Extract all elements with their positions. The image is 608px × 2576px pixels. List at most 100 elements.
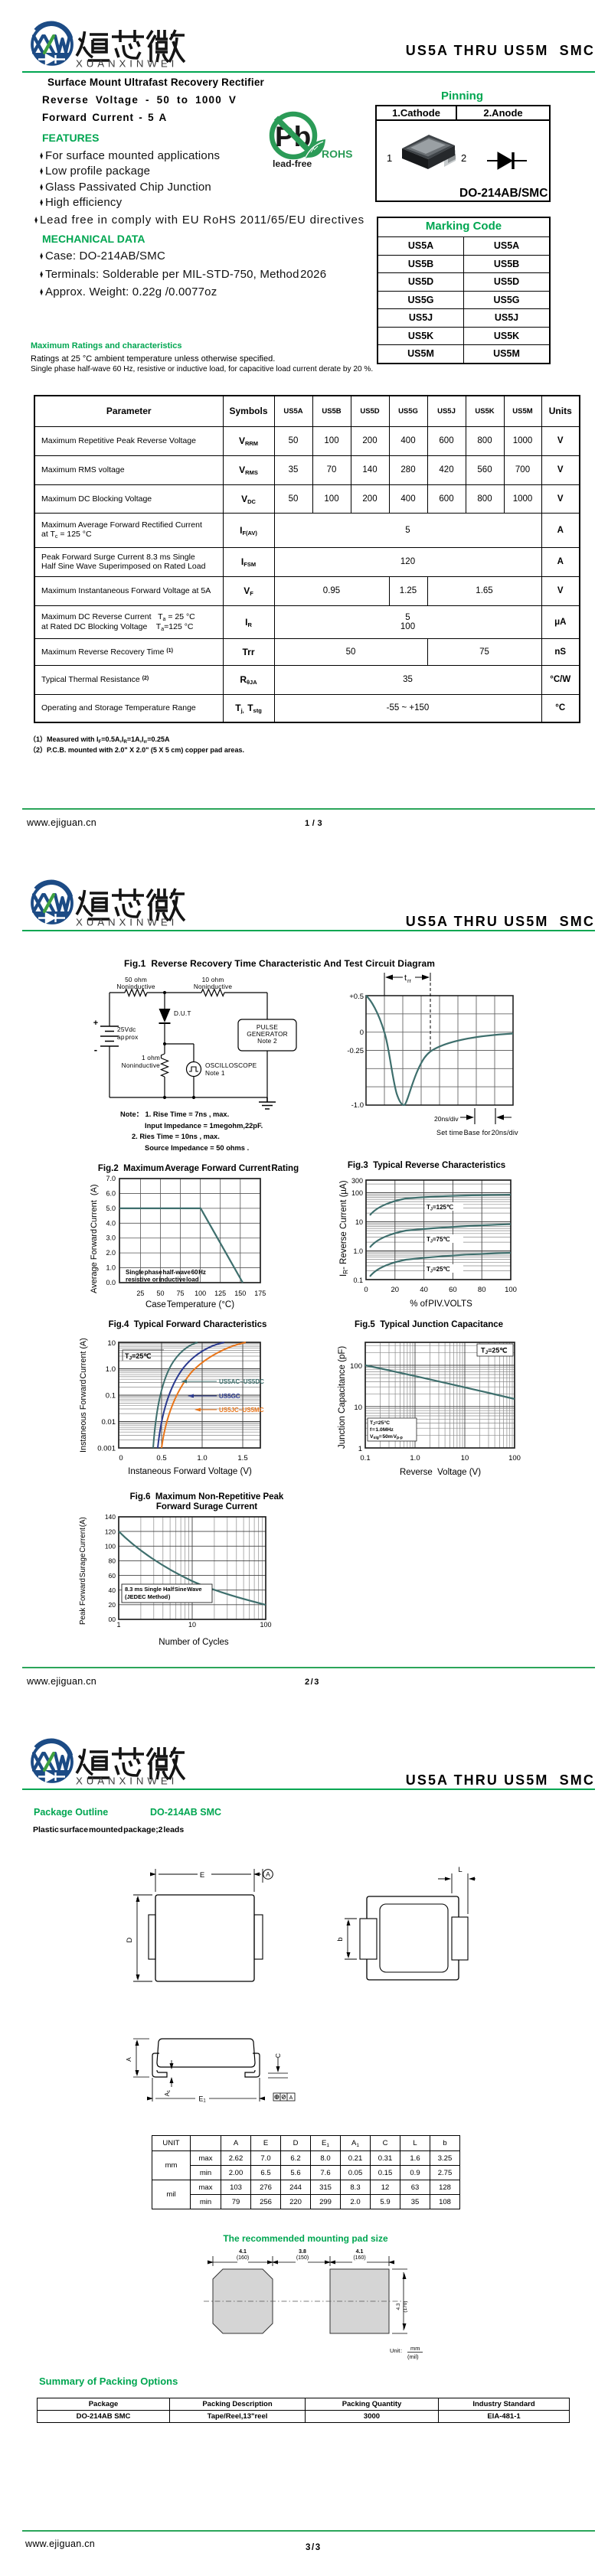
- svg-text:40: 40: [109, 1586, 116, 1594]
- svg-text:Reverse Voltage (V): Reverse Voltage (V): [400, 1468, 481, 1477]
- svg-text:1: 1: [387, 152, 392, 164]
- svg-text:Instaneous Forward Current (A): Instaneous Forward Current (A): [79, 1338, 88, 1453]
- svg-text:C: C: [274, 2053, 282, 2058]
- svg-text:0: 0: [119, 1454, 123, 1462]
- svg-text:ap prox: ap prox: [117, 1033, 139, 1041]
- svg-text:-: -: [94, 1044, 98, 1055]
- svg-text:f = 1.0MHz: f = 1.0MHz: [370, 1427, 394, 1433]
- svg-text:0.1: 0.1: [353, 1277, 363, 1284]
- svg-text:80: 80: [109, 1557, 116, 1565]
- svg-text:Unit :: Unit :: [390, 2347, 402, 2354]
- svg-text:120: 120: [105, 1528, 116, 1535]
- svg-text:-1.0: -1.0: [351, 1101, 364, 1110]
- svg-text:100: 100: [350, 1362, 362, 1371]
- svg-text:(150): (150): [296, 2255, 309, 2261]
- svg-text:L: L: [458, 1866, 462, 1874]
- svg-text:10: 10: [107, 1339, 116, 1348]
- svg-text:rr: rr: [407, 977, 411, 984]
- svg-text:Note 2: Note 2: [257, 1037, 277, 1045]
- svg-text:E1: E1: [198, 2095, 206, 2104]
- svg-text:2: 2: [461, 152, 466, 164]
- svg-text:100: 100: [194, 1290, 206, 1297]
- svg-text:TJ=25℃: TJ=25℃: [125, 1352, 152, 1361]
- svg-text:Noninductive: Noninductive: [116, 983, 155, 990]
- svg-text:2.0: 2.0: [106, 1249, 116, 1257]
- svg-text:60: 60: [109, 1572, 116, 1580]
- svg-text:Junction Capacitance (pF): Junction Capacitance (pF): [338, 1346, 347, 1449]
- svg-text:A: A: [125, 2057, 132, 2062]
- svg-text:US5AC~US5DC: US5AC~US5DC: [219, 1378, 264, 1385]
- svg-text:(170): (170): [403, 2300, 408, 2312]
- svg-text:0.01: 0.01: [102, 1418, 116, 1427]
- svg-text:DO-214AB/SMC: DO-214AB/SMC: [459, 187, 548, 200]
- svg-text:140: 140: [105, 1513, 116, 1521]
- svg-text:3.0: 3.0: [106, 1234, 116, 1242]
- svg-text:TJ=25℃: TJ=25℃: [481, 1347, 508, 1356]
- svg-text:Single phase half-wave 60 Hz: Single phase half-wave 60 Hz: [126, 1269, 206, 1276]
- svg-text:TJ=25°C: TJ=25°C: [370, 1420, 390, 1427]
- svg-text:0.1: 0.1: [106, 1392, 116, 1400]
- svg-text:Noninductive: Noninductive: [122, 1061, 161, 1069]
- svg-text:10: 10: [354, 1404, 362, 1412]
- svg-text:XUANXINWEI: XUANXINWEI: [76, 917, 178, 928]
- svg-text:0.001: 0.001: [97, 1445, 116, 1453]
- svg-text:1: 1: [116, 1621, 120, 1629]
- svg-text:b: b: [337, 1937, 345, 1941]
- svg-text:10 ohm: 10 ohm: [202, 976, 224, 983]
- svg-text:50: 50: [156, 1290, 164, 1297]
- svg-text:GENERATOR: GENERATOR: [247, 1030, 288, 1038]
- svg-text:mm: mm: [410, 2345, 420, 2352]
- svg-text:Set time Base for 20ns/div: Set time Base for 20ns/div: [436, 1129, 518, 1136]
- svg-text:1.0: 1.0: [197, 1454, 207, 1462]
- svg-text:-0.25: -0.25: [347, 1047, 364, 1055]
- svg-text:XUANXINWEI: XUANXINWEI: [76, 1775, 178, 1787]
- svg-text:TJ=25℃: TJ=25℃: [427, 1266, 450, 1274]
- svg-text:(160): (160): [237, 2255, 249, 2261]
- svg-text:4.1: 4.1: [239, 2249, 247, 2255]
- svg-text:1 ohm: 1 ohm: [142, 1054, 160, 1061]
- svg-text:300: 300: [351, 1177, 363, 1185]
- svg-text:10: 10: [188, 1621, 196, 1629]
- svg-text:(160): (160): [353, 2255, 365, 2261]
- svg-text:D.U.T: D.U.T: [174, 1009, 191, 1017]
- svg-text:7.0: 7.0: [106, 1175, 116, 1182]
- svg-text:(JEDEC Method ): (JEDEC Method ): [125, 1593, 171, 1600]
- svg-text:10: 10: [461, 1454, 469, 1462]
- svg-text:100: 100: [508, 1454, 521, 1462]
- svg-text:Number of Cycles: Number of Cycles: [159, 1638, 229, 1647]
- svg-text:50 ohm: 50 ohm: [125, 976, 147, 983]
- svg-text:% of PIV.VOLTS: % of PIV.VOLTS: [410, 1299, 472, 1309]
- svg-text:4.3: 4.3: [396, 2303, 401, 2310]
- svg-text:0.5: 0.5: [156, 1454, 166, 1462]
- svg-text:Peak Forward Surage Current (A: Peak Forward Surage Current (A): [79, 1517, 87, 1625]
- svg-text:1: 1: [358, 1445, 362, 1453]
- svg-text:US5JC~US5MC: US5JC~US5MC: [219, 1407, 264, 1414]
- svg-text:60: 60: [449, 1286, 457, 1294]
- svg-text:D: D: [126, 1937, 134, 1942]
- svg-text:10: 10: [355, 1218, 363, 1226]
- svg-text:A: A: [266, 1870, 270, 1878]
- svg-text:5.0: 5.0: [106, 1205, 116, 1212]
- svg-text:IR- Reverse Current (µA): IR- Reverse Current (µA): [339, 1180, 349, 1277]
- svg-text:+: +: [93, 1019, 99, 1028]
- svg-text:Instaneous Forward Voltage (V): Instaneous Forward Voltage (V): [128, 1467, 252, 1476]
- svg-text:1.5: 1.5: [237, 1454, 247, 1462]
- svg-text:lead-free: lead-free: [273, 158, 312, 169]
- svg-text:OSCILLOSCOPE: OSCILLOSCOPE: [205, 1061, 257, 1069]
- svg-text:125: 125: [214, 1290, 226, 1297]
- svg-text:0: 0: [364, 1286, 368, 1294]
- svg-text:25: 25: [136, 1290, 144, 1297]
- svg-text:0: 0: [360, 1029, 364, 1037]
- svg-text:4.0: 4.0: [106, 1219, 116, 1227]
- svg-text:1.0: 1.0: [353, 1247, 363, 1255]
- svg-text:100: 100: [505, 1286, 517, 1294]
- svg-text:Case Temperature (°C): Case Temperature (°C): [145, 1300, 234, 1309]
- svg-text:(mil): (mil): [407, 2353, 419, 2360]
- svg-text:100: 100: [105, 1542, 116, 1550]
- svg-text:100: 100: [260, 1621, 271, 1629]
- svg-text:8.3 ms Single Half Sine Wave: 8.3 ms Single Half Sine Wave: [125, 1586, 202, 1593]
- svg-text:3.8: 3.8: [299, 2249, 306, 2255]
- svg-text:US5GC: US5GC: [219, 1393, 240, 1400]
- svg-text:ROHS: ROHS: [322, 148, 352, 160]
- svg-text:20ns/div: 20ns/div: [434, 1115, 459, 1123]
